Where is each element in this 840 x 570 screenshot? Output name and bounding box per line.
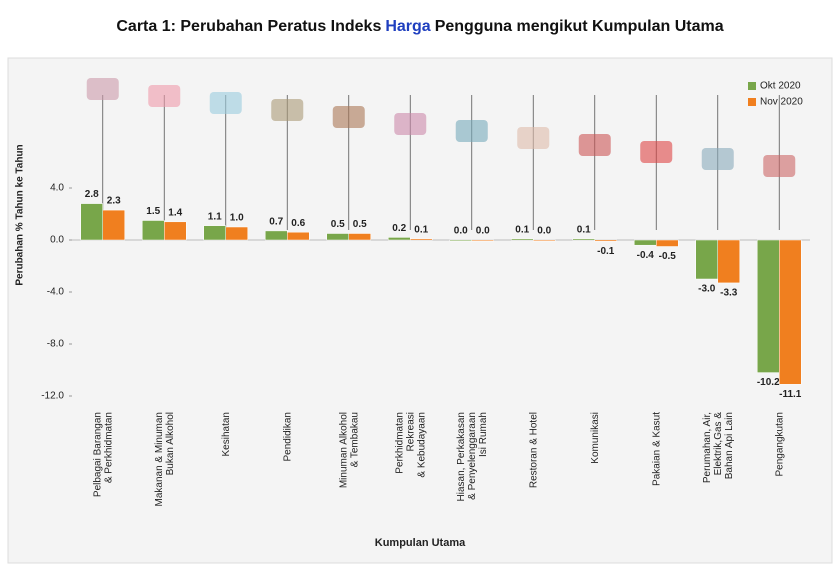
legend-label: Nov 2020 — [760, 97, 803, 108]
x-tick-label: Pelbagai Barangan& Perkhidmatan — [92, 412, 114, 497]
bar — [102, 209, 125, 241]
data-label: 0.1 — [577, 224, 591, 235]
y-tick-label: -12.0 — [41, 391, 64, 402]
y-tick-label: 0.0 — [50, 235, 64, 246]
data-label: 0.0 — [454, 226, 468, 237]
data-label: -11.1 — [779, 389, 802, 400]
data-label: 0.2 — [392, 223, 406, 234]
bar — [348, 233, 371, 241]
bar — [594, 239, 617, 242]
icon — [209, 92, 242, 114]
x-tick-label: Kesihatan — [220, 412, 231, 456]
bar — [326, 233, 349, 241]
x-tick-label: Pendidikan — [282, 412, 293, 461]
bar — [533, 239, 556, 242]
data-label: 1.5 — [146, 206, 160, 217]
data-label: -0.5 — [659, 251, 677, 262]
bar — [449, 239, 472, 242]
data-label: 0.0 — [476, 226, 490, 237]
y-axis-label: Perubahan % Tahun ke Tahun — [15, 144, 26, 285]
icon — [332, 106, 365, 128]
data-label: 0.1 — [414, 224, 428, 235]
y-tick-label: -8.0 — [47, 339, 65, 350]
bar — [80, 203, 103, 241]
data-label: 0.1 — [515, 224, 529, 235]
x-tick-label: Komunikasi — [589, 412, 600, 464]
data-label: 2.3 — [107, 196, 121, 207]
data-label: 1.0 — [230, 213, 244, 224]
bar — [572, 238, 595, 241]
icon — [148, 85, 181, 107]
bar — [225, 226, 248, 241]
bar — [695, 239, 718, 280]
icon — [578, 134, 611, 156]
legend-swatch — [748, 98, 756, 106]
x-axis-label: Kumpulan Utama — [375, 537, 466, 549]
data-label: 0.5 — [353, 219, 367, 230]
bar — [388, 237, 411, 241]
icon — [517, 127, 550, 149]
x-tick-label: Hiasan, Perkakasan& PenyelenggaraanIsi R… — [455, 412, 488, 502]
bar — [203, 225, 226, 241]
data-label: -0.4 — [637, 250, 655, 261]
title-part: Pengguna mengikut Kumpulan Utama — [434, 18, 724, 35]
y-tick-label: -4.0 — [47, 287, 65, 298]
bar — [634, 239, 657, 246]
bar — [287, 231, 310, 241]
data-label: -3.3 — [720, 288, 738, 299]
icon — [640, 141, 673, 163]
bar — [164, 221, 187, 241]
bar — [511, 238, 534, 241]
chart-title: Carta 1: Perubahan Peratus Indeks Harga Pe… — [0, 18, 840, 36]
icon — [455, 120, 488, 142]
title-part: Carta 1: Perubahan Peratus Indeks — [116, 18, 382, 35]
icon — [763, 155, 796, 177]
bar — [717, 239, 740, 284]
x-tick-label: Pakaian & Kasut — [651, 412, 662, 486]
data-label: 0.6 — [291, 218, 305, 229]
title-highlight: Harga — [385, 18, 431, 35]
data-label: 1.1 — [208, 211, 222, 222]
x-tick-label: PerkhidmatanRekreasi& Kebudayaan — [394, 412, 427, 478]
x-tick-label: Restoran & Hotel — [528, 412, 539, 488]
legend-swatch — [748, 82, 756, 90]
icon — [394, 113, 427, 135]
icon — [271, 99, 304, 121]
bar — [757, 239, 780, 373]
data-label: -3.0 — [698, 284, 716, 295]
x-tick-label: Pengangkutan — [774, 412, 785, 477]
data-label: 1.4 — [168, 207, 182, 218]
data-label: -10.2 — [757, 377, 780, 388]
legend-label: Okt 2020 — [760, 81, 801, 92]
bar — [779, 239, 802, 385]
x-tick-label: Perumahan, Air,Elektrik,Gas &Bahan Api L… — [701, 412, 734, 483]
icon — [86, 78, 119, 100]
data-label: 0.7 — [269, 217, 283, 228]
x-tick-label: Makanan & MinumanBukan Alkohol — [153, 412, 175, 507]
bar — [265, 230, 288, 241]
icon — [701, 148, 734, 170]
bar — [142, 220, 165, 241]
x-tick-label: Minuman Alkohol& Tembakau — [338, 412, 360, 488]
bar — [656, 239, 679, 247]
y-tick-label: 4.0 — [50, 183, 64, 194]
data-label: 2.8 — [85, 189, 99, 200]
bar — [471, 239, 494, 242]
data-label: -0.1 — [597, 246, 615, 257]
bar — [410, 238, 433, 241]
data-label: 0.5 — [331, 219, 345, 230]
chart-panel — [7, 57, 833, 564]
data-label: 0.0 — [537, 226, 551, 237]
